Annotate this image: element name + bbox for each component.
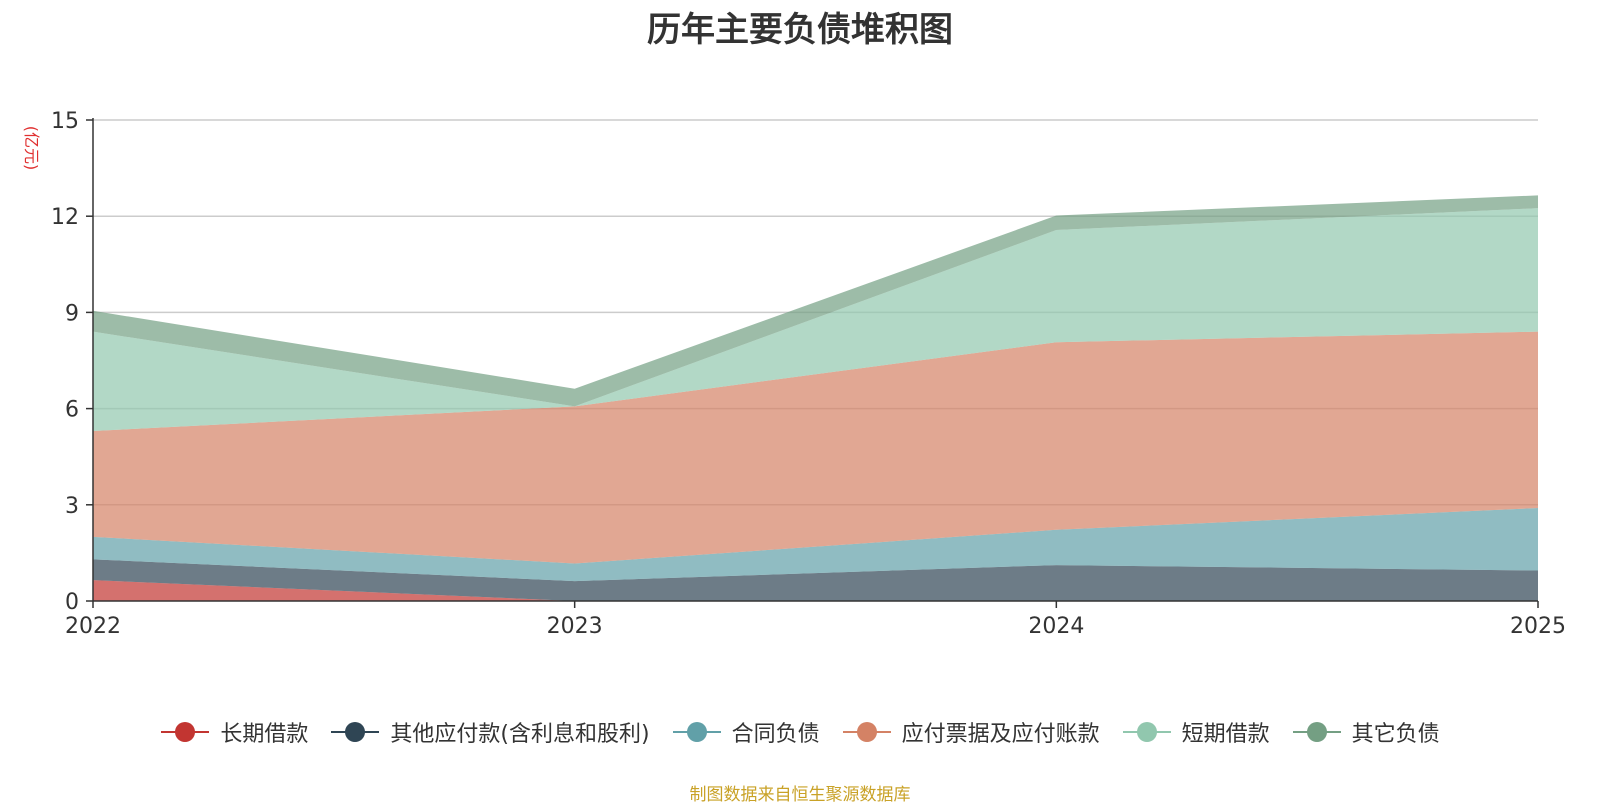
axes: 0 3 6 9 12 15 2022 2023 2024 2025 [51,109,1566,639]
x-tick-label-2022: 2022 [65,614,121,639]
y-tick-label-9: 9 [65,301,79,326]
legend-marker-icon [161,722,210,742]
x-tick-label-2023: 2023 [547,614,603,639]
y-tick-label-15: 15 [51,109,79,134]
legend-marker-icon [331,722,380,742]
y-tick-label-6: 6 [65,398,79,423]
x-tick-label-2024: 2024 [1028,614,1084,639]
legend-label: 其它负债 [1351,722,1440,747]
y-tick-label-12: 12 [51,205,79,230]
source-note: 制图数据来自恒生聚源数据库 [689,785,911,805]
legend-marker-icon [842,722,891,742]
legend-item-2[interactable]: 其他应付款(含利息和股利) [330,716,650,748]
y-tick-label-3: 3 [65,494,79,519]
y-axis-unit-label: (亿元) [22,126,41,171]
area-series-2[interactable] [93,559,1538,601]
area-series [93,195,1538,601]
legend-label: 合同负债 [731,722,820,747]
legend-marker-icon [672,722,721,742]
area-series-1[interactable] [93,580,1538,601]
legend-label: 长期借款 [220,722,309,747]
area-series-4[interactable] [93,331,1538,564]
legend-label: 其他应付款(含利息和股利) [390,722,650,747]
legend-item-4[interactable]: 应付票据及应付账款 [842,716,1100,748]
legend-label: 短期借款 [1181,722,1270,747]
x-tick-label-2025: 2025 [1510,614,1566,639]
legend-item-5[interactable]: 短期借款 [1122,716,1270,748]
legend-item-3[interactable]: 合同负债 [672,716,820,748]
legend-item-6[interactable]: 其它负债 [1292,716,1440,748]
legend-label: 应付票据及应付账款 [901,722,1100,747]
legend: 长期借款 其他应付款(含利息和股利) 合同负债 应付票据及应付账款 短期借款 其它负债 [0,716,1600,748]
area-series-5[interactable] [93,208,1538,432]
legend-marker-icon [1292,722,1341,742]
legend-marker-icon [1122,722,1171,742]
area-series-3[interactable] [93,508,1538,582]
y-tick-label-0: 0 [65,590,79,615]
chart-title: 历年主要负债堆积图 [647,10,953,50]
legend-item-1[interactable]: 长期借款 [160,716,308,748]
